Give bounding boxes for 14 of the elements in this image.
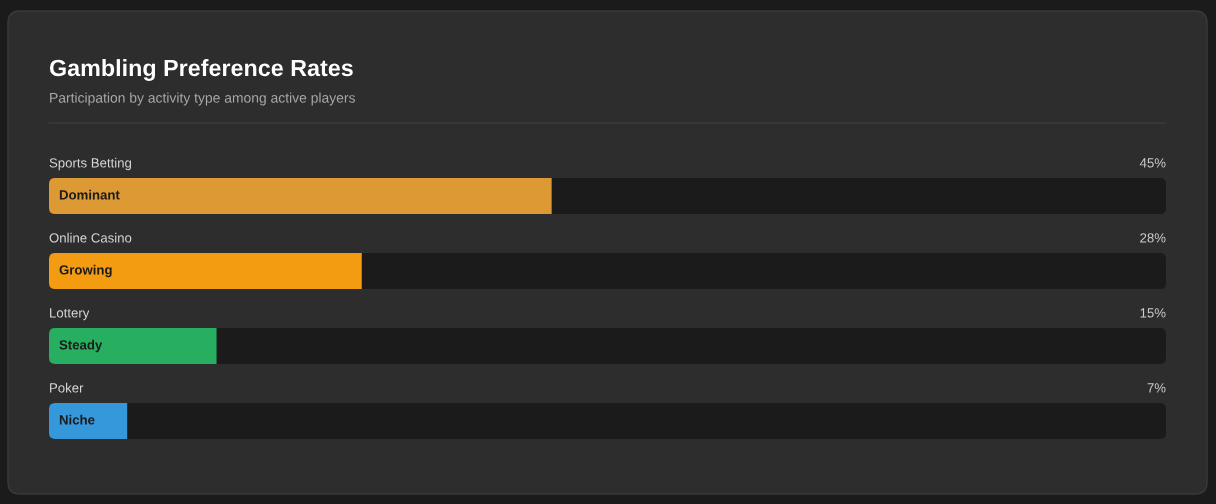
data-label: 15% bbox=[1140, 308, 1166, 318]
y-tick-label: Poker bbox=[50, 382, 84, 393]
data-label: 28% bbox=[1140, 233, 1166, 243]
y-tick-label: Sports Betting bbox=[49, 157, 132, 171]
annotation: Growing bbox=[59, 264, 112, 278]
data-label: 7% bbox=[1147, 383, 1166, 393]
y-tick-label: Lottery bbox=[50, 308, 90, 321]
chart-title: Gambling Preference Rates bbox=[49, 59, 353, 81]
chart-subtitle: Participation by activity type among active players bbox=[50, 92, 355, 106]
data-label: 45% bbox=[1139, 158, 1166, 168]
annotation: Steady bbox=[59, 339, 103, 353]
y-tick-label: Online Casino bbox=[49, 232, 132, 243]
annotation: Dominant bbox=[59, 189, 120, 200]
annotation: Niche bbox=[59, 414, 95, 425]
